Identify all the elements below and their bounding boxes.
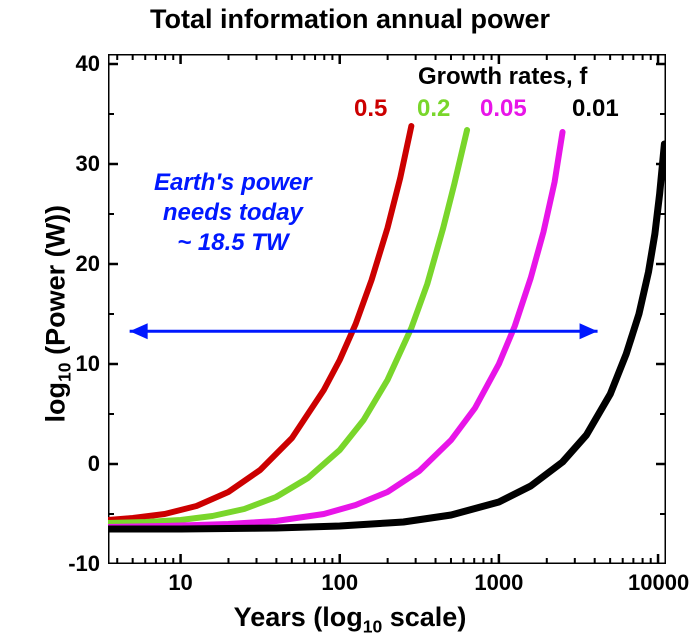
y-tick-label: 40 xyxy=(76,51,100,77)
x-tick-label: 100 xyxy=(310,570,370,596)
x-tick-label: 10 xyxy=(151,570,211,596)
y-tick-label: 10 xyxy=(76,351,100,377)
y-axis-label: log10 (Power (W)) xyxy=(40,203,75,423)
y-tick-label: 30 xyxy=(76,151,100,177)
x-tick-label: 10000 xyxy=(628,570,688,596)
plot-area xyxy=(108,54,666,564)
series-label-f=0.05: 0.05 xyxy=(480,95,527,123)
annotation-text: Earth's powerneeds today~ 18.5 TW xyxy=(154,168,312,258)
annotation-arrow xyxy=(130,323,598,339)
x-tick-label: 1000 xyxy=(469,570,529,596)
series-label-f=0.2: 0.2 xyxy=(417,95,450,123)
chart-title: Total information annual power xyxy=(0,4,700,35)
x-axis-label: Years (log10 scale) xyxy=(0,602,700,637)
series-header: Growth rates, f xyxy=(418,63,587,91)
series-label-f=0.5: 0.5 xyxy=(354,95,387,123)
y-tick-label: 0 xyxy=(88,451,100,477)
y-tick-label: 20 xyxy=(76,251,100,277)
series-label-f=0.01: 0.01 xyxy=(572,95,619,123)
y-tick-label: -10 xyxy=(68,551,100,577)
